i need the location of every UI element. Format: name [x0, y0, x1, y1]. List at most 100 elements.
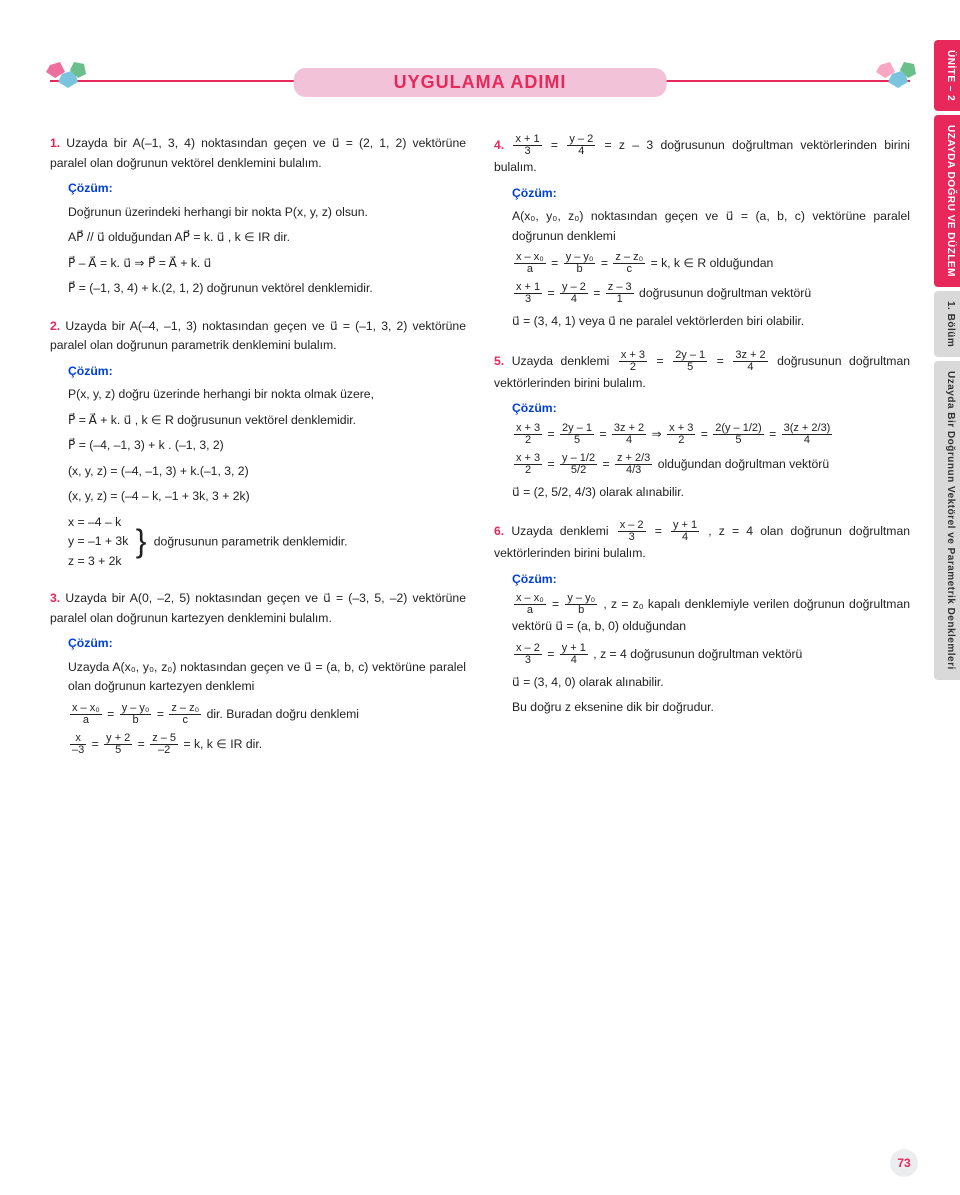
q-text: Uzayda bir A(–1, 3, 4) noktasından geçen… [50, 136, 466, 170]
frac-den: –3 [70, 745, 86, 757]
page-header: UYGULAMA ADIMI [50, 40, 910, 120]
problem-6: 6. Uzayda denklemi x – 23 = y + 14 , z =… [494, 520, 910, 718]
solution-line: P(x, y, z) doğru üzerinde herhangi bir n… [50, 385, 466, 405]
q-number: 1. [50, 136, 60, 150]
polygons-icon [870, 60, 920, 100]
solution-line: x + 32 = y – 1/25/2 = z + 2/34/3 olduğun… [494, 453, 910, 477]
frac-num: z + 2/3 [615, 453, 652, 465]
solution-tail: olduğundan doğrultman vektörü [658, 457, 829, 471]
frac-den: 5 [104, 745, 132, 757]
frac-den: 2 [619, 362, 647, 374]
solution-tail: dir. Buradan doğru denklemi [207, 707, 359, 721]
param-eq: z = 3 + 2k [68, 552, 128, 572]
q-text-pre: Uzayda denklemi [512, 354, 617, 368]
frac-den: 4 [733, 362, 767, 374]
solution-label: Çözüm: [50, 179, 466, 199]
solution-line: P⃗ = (–1, 3, 4) + k.(2, 1, 2) doğrunun v… [50, 279, 466, 299]
solution-line: x – x₀a = y – y₀b = z – z₀c dir. Buradan… [50, 703, 466, 727]
q-number: 5. [494, 354, 504, 368]
frac-den: –2 [150, 745, 178, 757]
frac-num: 3(z + 2/3) [782, 423, 833, 435]
solution-line: x + 32 = 2y – 15 = 3z + 24 ⇒ x + 32 = 2(… [494, 423, 910, 447]
frac-den: 2 [514, 435, 542, 447]
q-number: 6. [494, 524, 504, 538]
solution-label: Çözüm: [50, 362, 466, 382]
frac-num: 2y – 1 [560, 423, 594, 435]
solution-line: u⃗ = (2, 5/2, 4/3) olarak alınabilir. [494, 483, 910, 503]
solution-line: P⃗ – A⃗ = k. u⃗ ⇒ P⃗ = A⃗ + k. u⃗ [50, 254, 466, 274]
frac-den: 2 [667, 435, 695, 447]
frac-num: y + 1 [560, 643, 588, 655]
frac-den: 5 [560, 435, 594, 447]
q-text: = z – 3 doğrusunun doğrultman vektörleri… [494, 138, 910, 174]
frac-num: x – 2 [514, 643, 542, 655]
frac-num: 2y – 1 [673, 350, 707, 362]
frac-den: 1 [606, 294, 634, 306]
side-tab-chapter: 1. Bölüm [934, 291, 960, 357]
frac-num: x + 3 [514, 423, 542, 435]
problem-3: 3. Uzayda bir A(0, –2, 5) noktasından ge… [50, 589, 466, 757]
frac-den: 4 [567, 146, 595, 158]
solution-tail: doğrusunun doğrultman vektörü [639, 286, 811, 300]
solution-line: x–3 = y + 25 = z – 5–2 = k, k ∈ IR dir. [50, 733, 466, 757]
side-tabs: ÜNİTE – 2 UZAYDA DOĞRU VE DÜZLEM 1. Bölü… [934, 40, 960, 680]
section-title: UYGULAMA ADIMI [294, 68, 667, 97]
frac-den: b [564, 264, 596, 276]
frac-den: 3 [514, 655, 542, 667]
frac-num: x + 3 [619, 350, 647, 362]
frac-den: 4 [560, 294, 588, 306]
solution-line: (x, y, z) = (–4, –1, 3) + k.(–1, 3, 2) [50, 462, 466, 482]
param-eq: x = –4 – k [68, 513, 128, 533]
solution-line: x – x₀a = y – y₀b = z – z₀c = k, k ∈ R o… [494, 252, 910, 276]
frac-den: 5 [713, 435, 763, 447]
solution-line: P⃗ = A⃗ + k. u⃗ , k ∈ R doğrusunun vektö… [50, 411, 466, 431]
frac-num: 3z + 2 [612, 423, 646, 435]
solution-label: Çözüm: [494, 184, 910, 204]
frac-num: 3z + 2 [733, 350, 767, 362]
solution-line: AP⃗ // u⃗ olduğundan AP⃗ = k. u⃗ , k ∈ I… [50, 228, 466, 248]
frac-den: a [70, 715, 102, 727]
param-eq: y = –1 + 3k [68, 532, 128, 552]
frac-den: 4 [782, 435, 833, 447]
frac-den: a [514, 605, 546, 617]
solution-line: u⃗ = (3, 4, 0) olarak alınabilir. [494, 673, 910, 693]
problem-1: 1. Uzayda bir A(–1, 3, 4) noktasından ge… [50, 134, 466, 299]
solution-line: Bu doğru z eksenine dik bir doğrudur. [494, 698, 910, 718]
frac-den: c [613, 264, 645, 276]
solution-line: (x, y, z) = (–4 – k, –1 + 3k, 3 + 2k) [50, 487, 466, 507]
solution-tail: , z = 4 doğrusunun doğrultman vektörü [593, 647, 802, 661]
frac-den: 3 [513, 146, 541, 158]
solution-line: x + 13 = y – 24 = z – 31 doğrusunun doğr… [494, 282, 910, 306]
header-deco-right [870, 60, 920, 105]
frac-den: 4 [671, 532, 699, 544]
content-columns: 1. Uzayda bir A(–1, 3, 4) noktasından ge… [50, 134, 910, 775]
frac-num: y – 1/2 [560, 453, 597, 465]
frac-den: a [514, 264, 546, 276]
solution-tail: = k, k ∈ R olduğundan [651, 256, 774, 270]
frac-den: b [120, 715, 152, 727]
problem-2: 2. Uzayda bir A(–4, –1, 3) noktasından g… [50, 317, 466, 572]
solution-line: Doğrunun üzerindeki herhangi bir nokta P… [50, 203, 466, 223]
frac-den: 4 [612, 435, 646, 447]
frac-den: c [169, 715, 201, 727]
polygons-icon [40, 60, 90, 100]
column-left: 1. Uzayda bir A(–1, 3, 4) noktasından ge… [50, 134, 466, 775]
frac-den: 3 [618, 532, 646, 544]
solution-line: P⃗ = (–4, –1, 3) + k . (–1, 3, 2) [50, 436, 466, 456]
frac-den: 4/3 [615, 465, 652, 477]
solution-line: x – 23 = y + 14 , z = 4 doğrusunun doğru… [494, 643, 910, 667]
frac-den: b [565, 605, 597, 617]
q-number: 4. [494, 138, 504, 152]
solution-tail: = k, k ∈ IR dir. [183, 737, 262, 751]
q-number: 3. [50, 591, 60, 605]
q-number: 2. [50, 319, 60, 333]
solution-label: Çözüm: [494, 570, 910, 590]
frac-den: 3 [514, 294, 542, 306]
side-tab-unit: ÜNİTE – 2 [934, 40, 960, 111]
frac-den: 2 [514, 465, 542, 477]
page: UYGULAMA ADIMI 1. Uzayda bir A(–1, 3, 4)… [0, 0, 960, 1195]
q-text: Uzayda bir A(0, –2, 5) noktasından geçen… [50, 591, 466, 625]
frac-den: 5/2 [560, 465, 597, 477]
side-tab-subtopic: Uzayda Bir Doğrunun Vektörel ve Parametr… [934, 361, 960, 680]
solution-tail: doğrusunun parametrik denklemidir. [154, 534, 348, 548]
